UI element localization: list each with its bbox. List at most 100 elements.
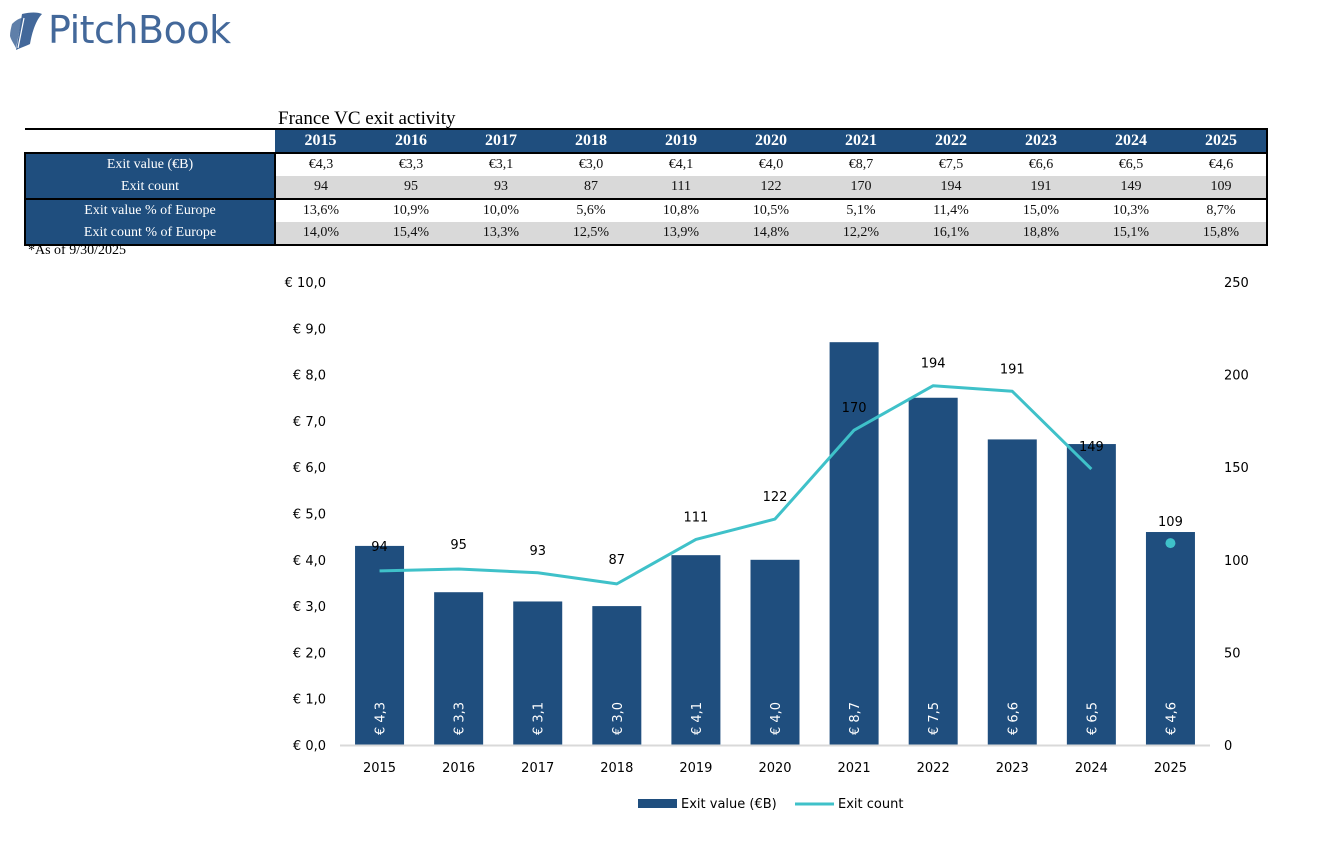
row-label: Exit count — [25, 176, 276, 199]
table-row: Exit value % of Europe 13,6% 10,9% 10,0% 5,6… — [25, 199, 1267, 222]
y-left-tick-label: € 2,0 — [293, 646, 326, 661]
line-value-label: 149 — [1079, 440, 1104, 455]
table-cell: 15,8% — [1176, 222, 1267, 245]
y-left-tick-label: € 3,0 — [293, 600, 326, 615]
table-cell: 18,8% — [996, 222, 1086, 245]
table-cell: 10,8% — [636, 199, 726, 222]
bar-2025 — [1145, 532, 1195, 745]
table-cell: 122 — [726, 176, 816, 199]
table-cell: 5,6% — [546, 199, 636, 222]
legend-label-exit-value: Exit value (€B) — [681, 797, 777, 812]
table-cell: 13,3% — [456, 222, 546, 245]
pitchbook-logo: PitchBook — [8, 6, 231, 54]
bar-value-label: € 7,5 — [927, 702, 942, 735]
bar-2016 — [434, 592, 484, 745]
bar-2015 — [355, 545, 405, 745]
logo-text: PitchBook — [48, 8, 231, 52]
table-cell: €6,6 — [996, 153, 1086, 176]
x-tick-label: 2023 — [996, 761, 1029, 776]
y-left-tick-label: € 8,0 — [293, 369, 326, 384]
bar-2017 — [513, 601, 563, 745]
bar-value-label: € 6,6 — [1006, 702, 1021, 735]
table-cell: 191 — [996, 176, 1086, 199]
year-header-2020: 2020 — [726, 128, 816, 153]
x-tick-label: 2025 — [1154, 761, 1187, 776]
table-cell: 14,0% — [275, 222, 366, 245]
table-cell: 11,4% — [906, 199, 996, 222]
y-right-tick-label: 250 — [1224, 276, 1249, 291]
table-cell: 10,3% — [1086, 199, 1176, 222]
bar-2019 — [671, 555, 721, 745]
table-cell: 13,9% — [636, 222, 726, 245]
table-row: Exit value (€B) €4,3 €3,3 €3,1 €3,0 €4,1 €4,0 €… — [25, 153, 1267, 176]
line-value-label: 94 — [371, 540, 388, 555]
bar-value-label: € 4,0 — [769, 702, 784, 735]
y-right-tick-label: 100 — [1224, 554, 1249, 569]
year-header-2016: 2016 — [366, 128, 456, 153]
line-value-label: 109 — [1158, 515, 1183, 530]
line-value-label: 194 — [921, 357, 946, 372]
table-cell: 149 — [1086, 176, 1176, 199]
table-cell: 10,0% — [456, 199, 546, 222]
exit-activity-table: 2015 2016 2017 2018 2019 2020 2021 2022 2023 2024… — [24, 128, 1268, 246]
table-cell: 87 — [546, 176, 636, 199]
bar-2024 — [1066, 444, 1116, 745]
year-header-2021: 2021 — [816, 128, 906, 153]
x-tick-label: 2020 — [758, 761, 791, 776]
logo-sail-icon — [10, 12, 42, 50]
table-cell: 8,7% — [1176, 199, 1267, 222]
y-left-tick-label: € 1,0 — [293, 693, 326, 708]
line-value-label: 87 — [609, 553, 626, 568]
table-cell: 14,8% — [726, 222, 816, 245]
bar-2020 — [750, 559, 800, 745]
table-cell: 194 — [906, 176, 996, 199]
bar-value-label: € 6,5 — [1085, 702, 1100, 735]
line-value-label: 95 — [450, 538, 467, 553]
table-header-row: 2015 2016 2017 2018 2019 2020 2021 2022 2023 2024… — [25, 128, 1268, 153]
table-cell: 94 — [275, 176, 366, 199]
table-cell: 16,1% — [906, 222, 996, 245]
table-cell: 5,1% — [816, 199, 906, 222]
y-left-tick-label: € 4,0 — [293, 554, 326, 569]
table-cell: 10,5% — [726, 199, 816, 222]
year-header-2025: 2025 — [1176, 128, 1268, 153]
table-cell: €8,7 — [816, 153, 906, 176]
x-tick-label: 2016 — [442, 761, 475, 776]
row-label: Exit count % of Europe — [25, 222, 276, 245]
table-cell: €4,6 — [1176, 153, 1267, 176]
table-row: Exit count % of Europe 14,0% 15,4% 13,3% 12,… — [25, 222, 1267, 245]
x-tick-label: 2019 — [679, 761, 712, 776]
x-tick-label: 2017 — [521, 761, 554, 776]
table-cell: 12,5% — [546, 222, 636, 245]
year-header-2015: 2015 — [275, 128, 366, 153]
table-cell: €3,3 — [366, 153, 456, 176]
legend-label-exit-count: Exit count — [838, 797, 903, 812]
table-cell: 109 — [1176, 176, 1267, 199]
y-right-tick-label: 200 — [1224, 369, 1249, 384]
table-cell: €4,0 — [726, 153, 816, 176]
bar-2018 — [592, 606, 642, 745]
bar-value-label: € 8,7 — [848, 702, 863, 735]
table-cell: 13,6% — [275, 199, 366, 222]
table-cell: €4,3 — [275, 153, 366, 176]
year-header-2023: 2023 — [996, 128, 1086, 153]
line-value-label: 191 — [1000, 362, 1025, 377]
bar-value-label: € 3,1 — [532, 702, 547, 735]
bar-value-label: € 4,6 — [1164, 702, 1179, 735]
exit-count-point-2025 — [1165, 538, 1176, 549]
line-value-label: 170 — [842, 401, 867, 416]
x-tick-label: 2024 — [1075, 761, 1108, 776]
bar-value-label: € 4,3 — [374, 702, 389, 735]
table-cell: 95 — [366, 176, 456, 199]
x-tick-label: 2015 — [363, 761, 396, 776]
y-left-tick-label: € 7,0 — [293, 415, 326, 430]
table-cell: 15,4% — [366, 222, 456, 245]
bar-value-label: € 3,0 — [611, 702, 626, 735]
y-right-tick-label: 50 — [1224, 646, 1241, 661]
footnote: *As of 9/30/2025 — [28, 243, 126, 258]
x-tick-label: 2018 — [600, 761, 633, 776]
table-row: Exit count 94 95 93 87 111 122 170 194 191 149 109 — [25, 176, 1267, 199]
legend-bar-swatch — [638, 799, 677, 808]
y-left-tick-label: € 0,0 — [293, 739, 326, 754]
table-cell: €3,1 — [456, 153, 546, 176]
